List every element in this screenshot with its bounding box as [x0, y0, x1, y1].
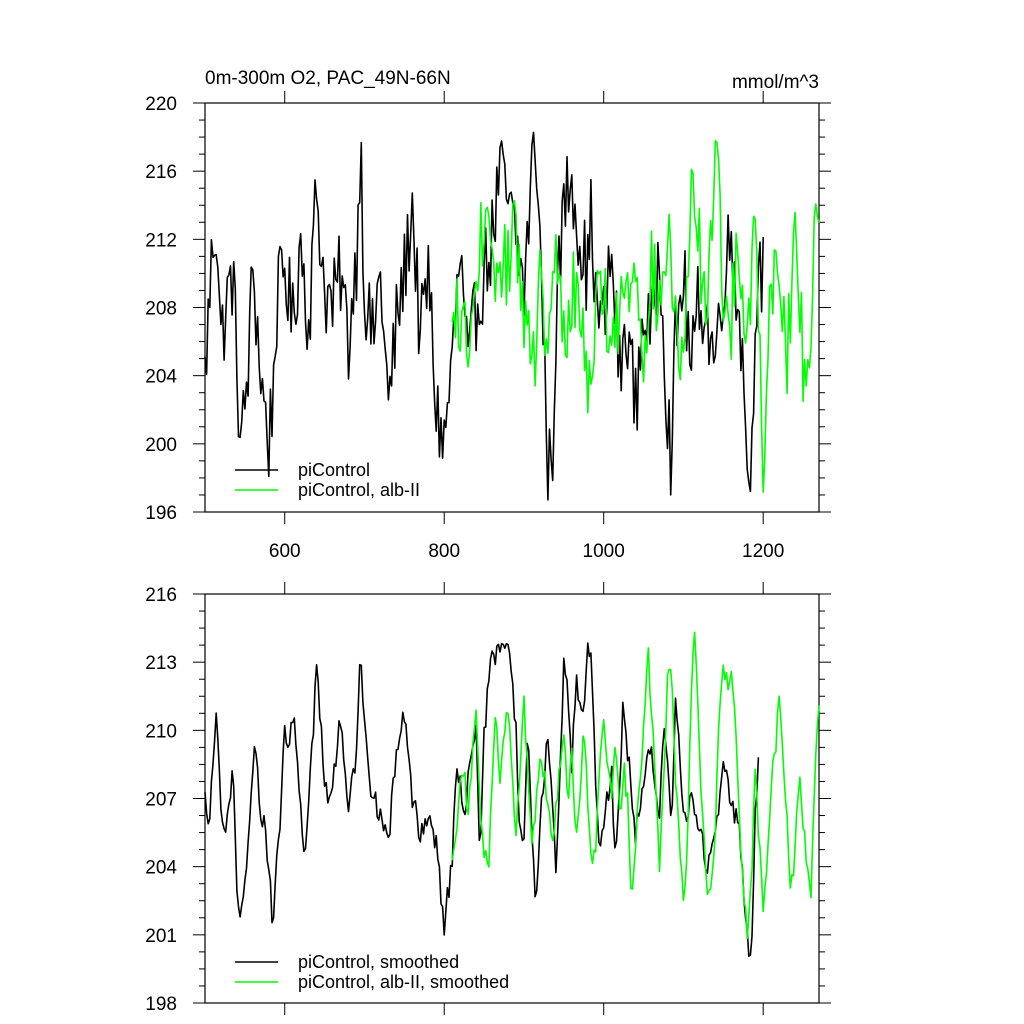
x-tick-label: 1000: [583, 541, 625, 562]
bottom-panel-ticks: [193, 582, 831, 1015]
top-panel-legend: piControl piControl, alb-II: [235, 460, 420, 500]
bottom-panel-legend: piControl, smoothed piControl, alb-II, s…: [235, 952, 509, 992]
legend-label-picontrol-alb-ii-smoothed: piControl, alb-II, smoothed: [298, 972, 509, 992]
y-tick-label: 210: [145, 721, 177, 742]
chart-title: 0m-300m O2, PAC_49N-66N: [205, 68, 451, 89]
top-panel-series: [204, 131, 820, 501]
x-tick-label: 800: [428, 541, 460, 562]
y-tick-label: 216: [145, 162, 177, 183]
top-panel-tick-labels: 600 800 1000 1200 196 200 204 208 212 216 220: [145, 94, 784, 562]
legend-label-picontrol: piControl: [298, 460, 370, 480]
bottom-panel: 198 201 204 207 210 213 216 piControl, smoothe…: [145, 582, 831, 1015]
bottom-panel-tick-labels: 198 201 204 207 210 213 216: [145, 585, 177, 1015]
series-line-1: [451, 139, 820, 493]
top-panel-ticks: [193, 91, 831, 524]
y-tick-label: 220: [145, 94, 177, 115]
series-line-0: [204, 131, 764, 501]
y-tick-label: 204: [145, 858, 177, 879]
legend-label-picontrol-alb-ii: piControl, alb-II: [298, 480, 420, 500]
bottom-panel-frame: [204, 593, 820, 1004]
y-tick-label: 198: [145, 994, 177, 1015]
top-panel: 600 800 1000 1200 196 200 204 208 212 216 220 0m-3…: [145, 68, 831, 562]
bottom-panel-series: [204, 631, 820, 957]
legend-label-picontrol-smoothed: piControl, smoothed: [298, 952, 459, 972]
x-tick-label: 1200: [742, 541, 784, 562]
y-tick-label: 208: [145, 299, 177, 320]
y-tick-label: 213: [145, 653, 177, 674]
units-label: mmol/m^3: [732, 72, 819, 93]
y-tick-label: 201: [145, 926, 177, 947]
y-tick-label: 204: [145, 367, 177, 388]
y-tick-label: 200: [145, 435, 177, 456]
series-line-0: [204, 642, 760, 957]
y-tick-label: 212: [145, 230, 177, 251]
x-tick-label: 600: [269, 541, 301, 562]
y-tick-label: 216: [145, 585, 177, 606]
y-tick-label: 207: [145, 790, 177, 811]
y-tick-label: 196: [145, 503, 177, 524]
series-line-1: [451, 631, 820, 940]
